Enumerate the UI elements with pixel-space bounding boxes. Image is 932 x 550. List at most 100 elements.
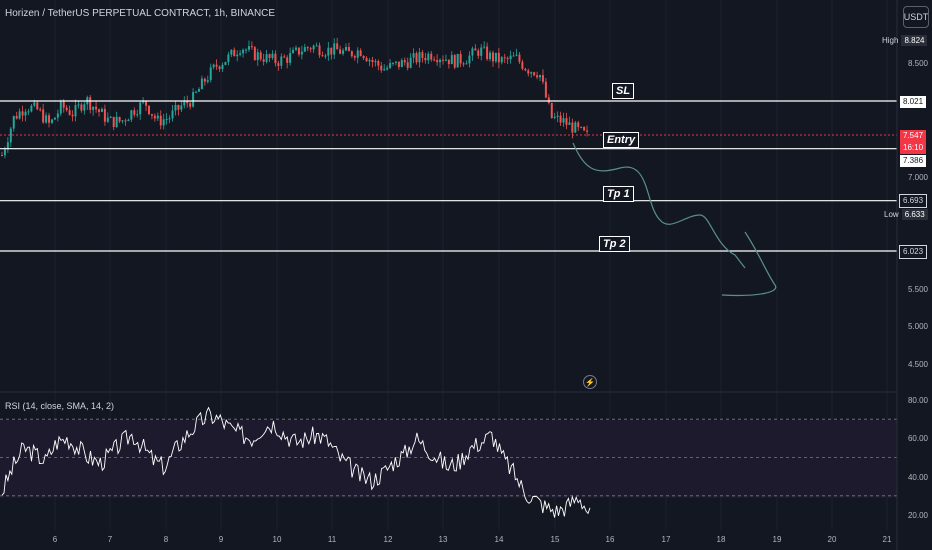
candle-body bbox=[109, 116, 112, 118]
candle-body bbox=[306, 47, 309, 49]
candle-body bbox=[406, 62, 409, 68]
candle-body bbox=[315, 45, 318, 47]
candle-body bbox=[324, 55, 327, 57]
candle-body bbox=[197, 89, 200, 92]
candle-body bbox=[433, 59, 436, 61]
candle-body bbox=[480, 47, 483, 56]
rsi-tick: 40.00 bbox=[907, 473, 928, 482]
chart-title: Horizen / TetherUS PERPETUAL CONTRACT, 1… bbox=[5, 8, 276, 19]
candle-body bbox=[336, 43, 339, 50]
candle-body bbox=[62, 101, 65, 108]
candle-body bbox=[347, 46, 350, 52]
x-tick: 17 bbox=[661, 535, 671, 544]
candle-body bbox=[468, 55, 471, 64]
candle-body bbox=[268, 54, 271, 58]
sl-price-tag: 8.021 bbox=[900, 96, 927, 108]
lightning-icon[interactable]: ⚡ bbox=[583, 375, 597, 389]
candle-body bbox=[327, 47, 330, 56]
candle-body bbox=[6, 142, 9, 150]
candle-body bbox=[21, 111, 24, 116]
candle-body bbox=[115, 116, 118, 127]
candle-body bbox=[48, 115, 51, 123]
x-tick: 16 bbox=[605, 535, 615, 544]
candle-body bbox=[412, 53, 415, 58]
candle-body bbox=[139, 102, 142, 115]
candle-body bbox=[421, 52, 424, 58]
candle-body bbox=[453, 55, 456, 68]
candle-body bbox=[539, 75, 542, 78]
currency-button[interactable]: USDT bbox=[903, 6, 929, 28]
rsi-tick: 20.00 bbox=[907, 511, 928, 520]
candle-body bbox=[577, 122, 580, 127]
candle-body bbox=[89, 97, 92, 110]
candle-body bbox=[233, 49, 236, 57]
candle-body bbox=[580, 126, 583, 128]
candle-body bbox=[456, 53, 459, 68]
candle-body bbox=[371, 59, 374, 63]
x-tick: 14 bbox=[494, 535, 504, 544]
candle-body bbox=[491, 52, 494, 62]
high-label: High bbox=[882, 36, 899, 45]
rsi-title: RSI (14, close, SMA, 14, 2) bbox=[5, 401, 115, 411]
entry-price-tag: 7.386 bbox=[900, 155, 927, 167]
candle-body bbox=[459, 53, 462, 64]
candle-body bbox=[565, 118, 568, 125]
x-tick: 20 bbox=[827, 535, 837, 544]
candle-body bbox=[427, 53, 430, 61]
candle-body bbox=[239, 53, 242, 55]
candle-body bbox=[24, 111, 27, 116]
candle-body bbox=[512, 55, 515, 57]
low-label: Low bbox=[884, 210, 899, 219]
candle-body bbox=[189, 103, 192, 107]
candle-body bbox=[236, 54, 239, 57]
candle-body bbox=[515, 54, 518, 56]
candle-body bbox=[212, 64, 215, 68]
candle-body bbox=[165, 118, 168, 120]
candle-body bbox=[415, 53, 418, 63]
low-value: 6.633 bbox=[901, 209, 928, 220]
candle-body bbox=[447, 59, 450, 65]
candle-body bbox=[280, 56, 283, 66]
candle-body bbox=[127, 119, 130, 122]
candle-body bbox=[559, 115, 562, 123]
price-tick: 8.500 bbox=[907, 59, 928, 68]
candles bbox=[1, 37, 589, 159]
x-tick: 12 bbox=[383, 535, 393, 544]
candle-body bbox=[183, 100, 186, 106]
candle-body bbox=[533, 72, 536, 76]
candle-body bbox=[80, 104, 83, 111]
candle-body bbox=[1, 155, 3, 157]
candle-body bbox=[227, 54, 230, 62]
x-tick: 9 bbox=[218, 535, 224, 544]
candle-body bbox=[65, 107, 68, 111]
candle-body bbox=[247, 46, 250, 50]
candle-body bbox=[583, 127, 586, 131]
x-tick: 6 bbox=[52, 535, 58, 544]
candle-body bbox=[462, 63, 465, 65]
rsi-line bbox=[1, 406, 591, 518]
candle-body bbox=[574, 122, 577, 133]
candle-body bbox=[442, 59, 444, 61]
candle-body bbox=[98, 109, 101, 112]
candle-body bbox=[436, 60, 439, 63]
price-tick: 4.500 bbox=[907, 360, 928, 369]
price-tick: 7.000 bbox=[907, 173, 928, 182]
candle-body bbox=[195, 91, 198, 93]
tp2-price-tag: 6.023 bbox=[899, 245, 928, 259]
candle-body bbox=[142, 101, 145, 103]
candle-body bbox=[474, 48, 477, 51]
current-price-tag: 7.547 bbox=[900, 130, 927, 142]
candle-body bbox=[192, 92, 195, 107]
candle-body bbox=[36, 102, 39, 110]
candle-body bbox=[203, 78, 206, 82]
candle-body bbox=[344, 46, 347, 51]
candle-body bbox=[518, 54, 521, 62]
candle-body bbox=[333, 43, 336, 55]
candle-body bbox=[186, 100, 189, 104]
candle-body bbox=[471, 48, 474, 56]
candle-body bbox=[536, 75, 539, 78]
candle-body bbox=[224, 61, 227, 65]
candle-body bbox=[292, 49, 295, 54]
candle-body bbox=[59, 101, 62, 114]
